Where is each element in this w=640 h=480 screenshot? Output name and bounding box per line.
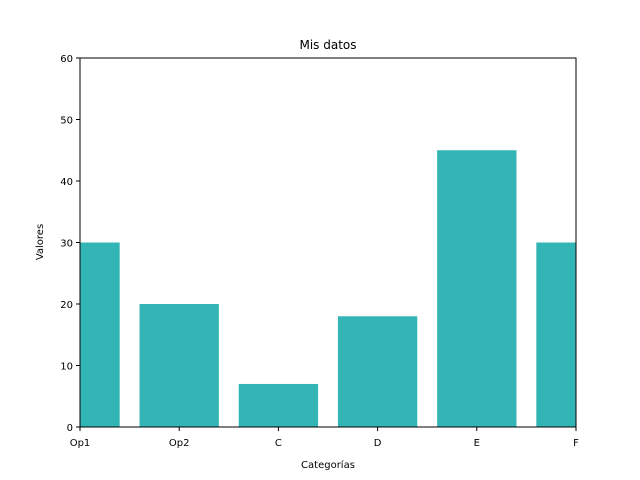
bar-op2 [139, 304, 219, 427]
x-axis-label: Categorías [301, 459, 355, 471]
y-tick-label: 0 [67, 423, 73, 434]
y-tick-label: 60 [60, 54, 73, 65]
bar-c [238, 383, 319, 427]
x-tick-label: F [573, 438, 579, 449]
y-axis: 0 10 20 30 40 50 60 [60, 54, 80, 434]
x-tick-label: Op1 [70, 438, 91, 449]
y-tick-label: 10 [60, 362, 73, 373]
y-tick-label: 40 [60, 177, 73, 188]
bar-e [437, 150, 517, 427]
bars-group [80, 150, 576, 427]
x-axis: Op1 Op2 C D E F [70, 427, 579, 449]
chart-title: Mis datos [299, 38, 356, 52]
x-tick-label: D [374, 438, 382, 449]
bar-op1 [80, 242, 120, 427]
x-tick-label: E [474, 438, 480, 449]
y-tick-label: 50 [60, 116, 73, 127]
y-axis-label: Valores [35, 224, 46, 260]
bar-f [536, 242, 576, 427]
y-tick-label: 30 [60, 239, 73, 250]
x-tick-label: C [275, 438, 282, 449]
y-tick-label: 20 [60, 300, 73, 311]
bar-d [337, 316, 418, 427]
x-tick-label: Op2 [169, 438, 190, 449]
